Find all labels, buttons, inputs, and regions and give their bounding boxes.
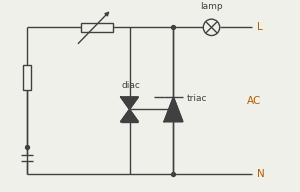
Text: L: L [257,22,262,32]
FancyBboxPatch shape [23,65,31,89]
Polygon shape [121,97,138,109]
Text: AC: AC [247,96,261,106]
Text: N: N [257,169,265,179]
Polygon shape [164,97,183,122]
Polygon shape [121,109,138,122]
Text: diac: diac [122,81,140,90]
FancyBboxPatch shape [81,23,113,32]
Text: triac: triac [187,94,208,103]
Text: lamp: lamp [200,2,223,11]
